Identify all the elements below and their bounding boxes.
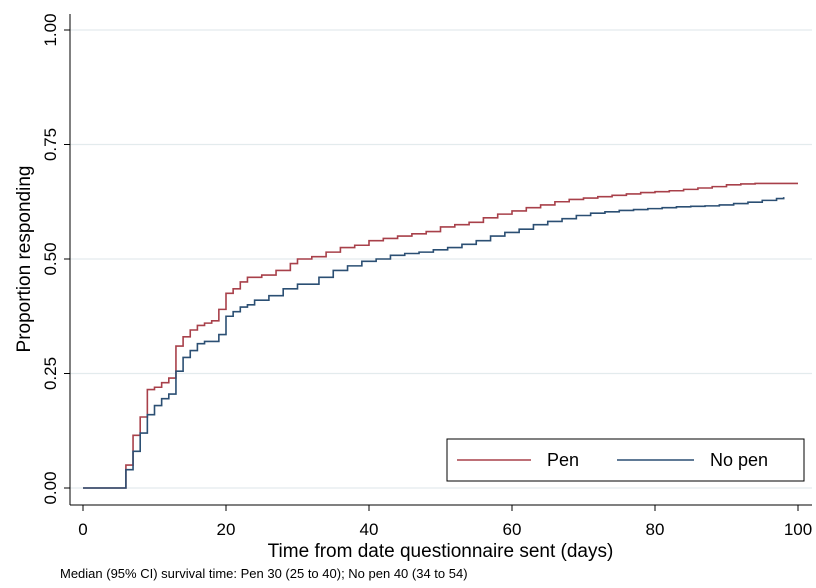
x-tick-label: 100: [784, 520, 812, 539]
x-tick-label: 0: [78, 520, 87, 539]
axes: [64, 14, 812, 511]
x-tick-label: 40: [360, 520, 379, 539]
y-tick-label: 0.25: [41, 357, 60, 390]
series-lines: [83, 182, 798, 489]
x-tick-label: 20: [217, 520, 236, 539]
y-tick-label: 0.50: [41, 242, 60, 275]
y-axis-title: Proportion responding: [14, 166, 35, 353]
grid-lines: [70, 29, 812, 489]
x-axis-title: Time from date questionnaire sent (days): [268, 541, 614, 562]
legend-label-no-pen: No pen: [710, 450, 768, 470]
legend-label-pen: Pen: [547, 450, 579, 470]
y-tick-label: 0.75: [41, 128, 60, 161]
tick-labels: 0.00 0.25 0.50 0.75 1.00 0 20 40 60 80 100: [41, 13, 812, 539]
x-tick-label: 60: [503, 520, 522, 539]
y-tick-label: 1.00: [41, 13, 60, 46]
series-line-no-pen: [83, 197, 785, 489]
median-footnote: Median (95% CI) survival time: Pen 30 (2…: [60, 566, 468, 581]
series-line-pen: [83, 182, 798, 489]
y-tick-label: 0.00: [41, 471, 60, 504]
x-tick-label: 80: [646, 520, 665, 539]
legend: Pen No pen: [446, 438, 805, 482]
